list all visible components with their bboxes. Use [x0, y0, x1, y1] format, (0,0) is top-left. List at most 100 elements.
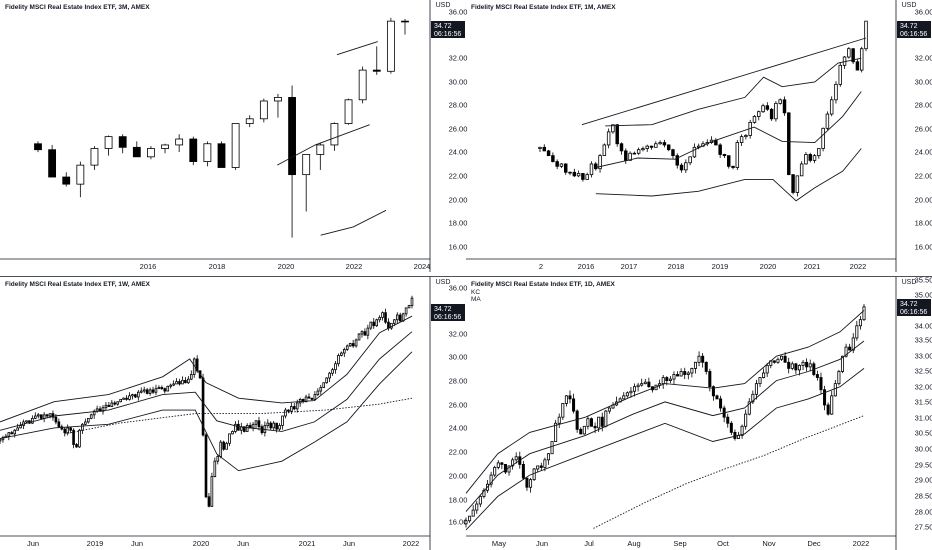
candle-up — [148, 389, 152, 394]
candle — [86, 417, 90, 424]
candle — [281, 415, 284, 430]
candle-down — [718, 144, 722, 155]
candle — [101, 404, 105, 415]
candle-up — [529, 479, 533, 488]
candle — [401, 19, 409, 35]
candle — [855, 320, 859, 341]
candle-up — [554, 422, 558, 442]
candle — [496, 460, 500, 470]
candle-up — [668, 378, 672, 382]
candle-down — [384, 312, 387, 323]
candle-up — [790, 363, 794, 369]
candle-up — [395, 314, 399, 321]
candle — [263, 421, 267, 437]
candle-up — [752, 116, 757, 123]
x-tick-label: Jun — [237, 539, 249, 548]
x-tick-label: Jun — [131, 539, 143, 548]
candle — [604, 409, 608, 428]
candle-up — [739, 136, 744, 143]
candle-up — [550, 441, 554, 455]
candle — [482, 488, 486, 499]
candle-up — [7, 432, 11, 437]
candle-down — [791, 174, 795, 193]
candle — [363, 328, 367, 336]
candle — [582, 425, 586, 435]
candle-up — [187, 378, 190, 384]
candle-up — [834, 83, 838, 101]
candle — [859, 46, 864, 73]
candle-down — [222, 441, 225, 450]
candle-up — [203, 143, 212, 162]
candle-up — [386, 20, 395, 72]
candle-down — [75, 444, 78, 448]
candle-up — [366, 327, 370, 336]
candle — [521, 460, 525, 481]
candle — [557, 413, 561, 429]
candle — [107, 401, 111, 407]
candle-up — [636, 149, 641, 154]
candle — [546, 453, 550, 465]
x-tick-label: 2018 — [209, 262, 226, 271]
candle — [471, 505, 475, 517]
candle-up — [42, 414, 46, 419]
candle — [801, 360, 805, 371]
candle — [858, 316, 862, 330]
y-tick-label: 18.00 — [449, 219, 468, 228]
candle-up — [354, 339, 358, 347]
candle-up — [189, 374, 193, 380]
candle — [178, 378, 181, 386]
candle-down — [398, 314, 402, 322]
candle-up — [797, 364, 801, 371]
candle — [598, 153, 602, 173]
candle-down — [189, 138, 198, 162]
candle — [89, 413, 93, 420]
candle — [594, 161, 598, 171]
candle-up — [640, 383, 644, 386]
candle — [298, 397, 302, 407]
candle-up — [25, 420, 28, 423]
candle-up — [632, 152, 637, 155]
y-tick-label: 32.50 — [915, 367, 932, 376]
candle — [790, 361, 794, 371]
candle — [310, 397, 314, 401]
candle-up — [812, 155, 817, 161]
candle — [489, 471, 493, 488]
candle-down — [163, 388, 167, 392]
candle-down — [671, 149, 675, 157]
candle-down — [292, 406, 296, 410]
candle — [372, 46, 381, 75]
candle — [718, 143, 722, 158]
countdown-value: 06:16:56 — [900, 309, 927, 316]
candle — [145, 387, 149, 395]
candle-down — [722, 154, 727, 157]
candle — [851, 333, 855, 354]
candle-down — [772, 360, 776, 363]
candle — [572, 168, 577, 177]
candle-up — [78, 429, 81, 448]
candle-down — [593, 425, 597, 429]
candle-down — [783, 355, 787, 363]
candle-up — [829, 99, 834, 115]
candle-up — [274, 97, 282, 102]
candle-down — [662, 142, 667, 146]
currency-label: USD — [902, 279, 917, 286]
candle — [564, 163, 568, 175]
candle-up — [471, 509, 475, 517]
candle — [340, 351, 343, 357]
candle-down — [45, 414, 49, 417]
candle-up — [636, 384, 640, 388]
candle — [649, 145, 654, 150]
channel-middle-line — [0, 331, 413, 432]
candle-up — [119, 398, 122, 403]
candle-down — [683, 371, 687, 375]
candle-up — [369, 321, 373, 329]
x-tick-label: 2 — [539, 262, 543, 271]
candle-up — [838, 64, 842, 85]
y-tick-label: 22.00 — [449, 172, 468, 181]
x-tick-label: Jun — [27, 539, 39, 548]
candle — [622, 392, 626, 400]
candle — [731, 165, 735, 170]
candle-down — [794, 363, 798, 371]
candle-up — [679, 371, 683, 377]
